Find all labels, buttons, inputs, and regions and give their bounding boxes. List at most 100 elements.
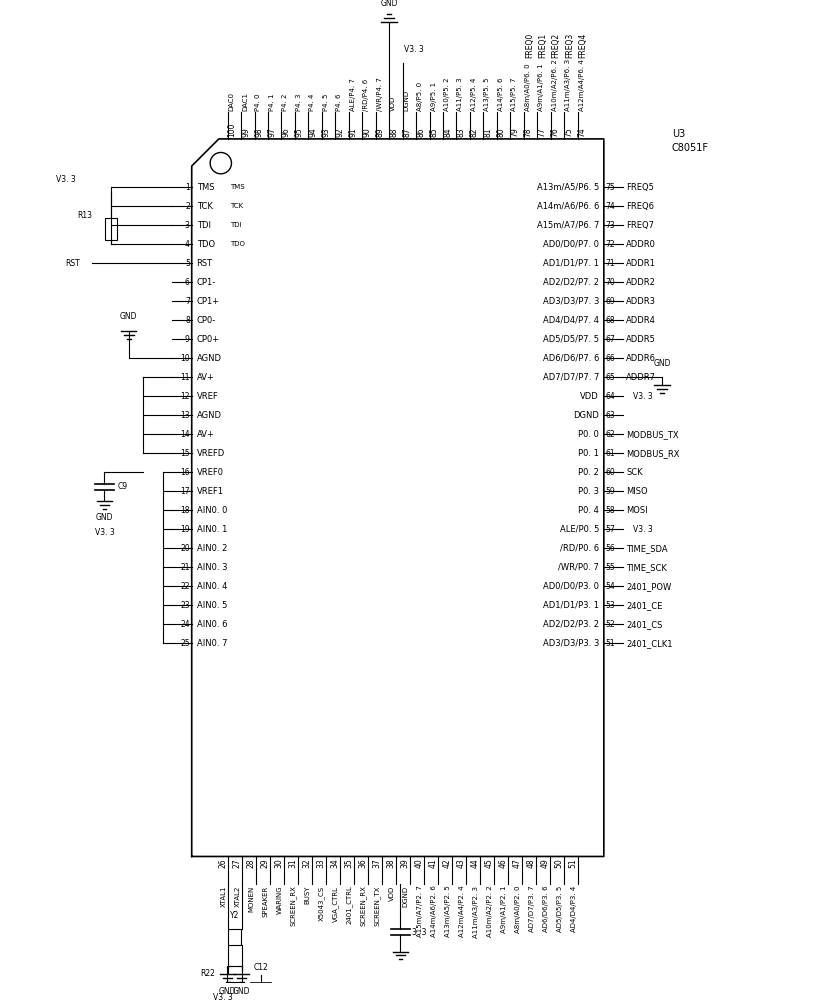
Text: CP1-: CP1- — [197, 278, 215, 287]
Text: P0. 1: P0. 1 — [578, 449, 599, 458]
Text: 97: 97 — [268, 127, 277, 137]
Text: MISO: MISO — [626, 487, 648, 496]
Text: ADDR2: ADDR2 — [626, 278, 656, 287]
Text: 79: 79 — [511, 127, 520, 137]
Text: C9: C9 — [118, 482, 128, 491]
Text: 73: 73 — [606, 221, 615, 230]
Text: 19: 19 — [180, 525, 189, 534]
Text: VDD: VDD — [389, 886, 394, 901]
Text: 91: 91 — [349, 127, 358, 137]
Text: AIN0. 7: AIN0. 7 — [197, 639, 227, 648]
Text: MODBUS_RX: MODBUS_RX — [626, 449, 680, 458]
Text: A14m/A6/P6. 6: A14m/A6/P6. 6 — [537, 202, 599, 211]
Text: GND: GND — [654, 359, 671, 368]
Text: P4. 1: P4. 1 — [269, 93, 275, 111]
Text: 53: 53 — [606, 601, 615, 610]
Text: A9m/A1/P2. 1: A9m/A1/P2. 1 — [501, 886, 506, 933]
Text: AIN0. 3: AIN0. 3 — [197, 563, 227, 572]
Text: 87: 87 — [402, 127, 411, 137]
Text: 77: 77 — [537, 127, 546, 137]
Text: A11/P5. 3: A11/P5. 3 — [458, 77, 463, 111]
Text: /RD/P4. 6: /RD/P4. 6 — [363, 79, 369, 111]
Text: P4. 5: P4. 5 — [323, 93, 328, 111]
Text: A13m/A5/P6. 5: A13m/A5/P6. 5 — [537, 183, 599, 192]
Text: 62: 62 — [606, 430, 615, 439]
Text: 8: 8 — [185, 316, 189, 325]
Text: 2401_CE: 2401_CE — [626, 601, 663, 610]
Text: ALE/P0. 5: ALE/P0. 5 — [559, 525, 599, 534]
Text: AD7/D7/P7. 7: AD7/D7/P7. 7 — [542, 373, 599, 382]
Text: FREQ4: FREQ4 — [579, 33, 588, 58]
Text: XTAL2: XTAL2 — [235, 886, 241, 907]
Text: DGND: DGND — [573, 411, 599, 420]
Text: 1: 1 — [185, 183, 189, 192]
Text: Y2: Y2 — [230, 911, 239, 920]
Text: FREQ0: FREQ0 — [524, 33, 534, 58]
Text: 85: 85 — [429, 127, 438, 137]
Text: AD2/D2/P3. 2: AD2/D2/P3. 2 — [543, 620, 599, 629]
Text: 26: 26 — [219, 858, 228, 868]
Text: 63: 63 — [606, 411, 615, 420]
Text: TIME_SCK: TIME_SCK — [626, 563, 667, 572]
Text: 55: 55 — [606, 563, 615, 572]
Text: GND: GND — [380, 0, 398, 8]
Text: 22: 22 — [180, 582, 189, 591]
Text: 98: 98 — [254, 127, 263, 137]
Text: 47: 47 — [513, 858, 522, 868]
Text: 13: 13 — [180, 411, 189, 420]
Text: 99: 99 — [241, 127, 250, 137]
Text: 83: 83 — [456, 127, 466, 137]
Text: 89: 89 — [376, 127, 385, 137]
Text: 32: 32 — [302, 858, 311, 868]
Text: 52: 52 — [606, 620, 615, 629]
Text: VGA_CTRL: VGA_CTRL — [332, 886, 339, 922]
Text: AD4/D4/P7. 4: AD4/D4/P7. 4 — [543, 316, 599, 325]
Text: 100: 100 — [228, 122, 237, 137]
Text: 37: 37 — [372, 858, 381, 868]
Text: A12m/A4/P2. 4: A12m/A4/P2. 4 — [459, 886, 465, 937]
Text: AIN0. 1: AIN0. 1 — [197, 525, 227, 534]
Text: C12: C12 — [254, 963, 268, 972]
Text: AV+: AV+ — [197, 373, 215, 382]
Text: A12/P5. 4: A12/P5. 4 — [471, 77, 477, 111]
Text: 29: 29 — [261, 858, 270, 868]
Text: DAC0: DAC0 — [228, 92, 235, 111]
Text: 10: 10 — [180, 354, 189, 363]
Text: R13: R13 — [77, 211, 92, 220]
Text: 34: 34 — [331, 858, 340, 868]
Text: P0. 4: P0. 4 — [578, 506, 599, 515]
Text: ADDR0: ADDR0 — [626, 240, 656, 249]
Text: A10m/A2/P2. 2: A10m/A2/P2. 2 — [487, 886, 493, 937]
Text: R22: R22 — [200, 969, 215, 978]
Text: AD2/D2/P7. 2: AD2/D2/P7. 2 — [543, 278, 599, 287]
Text: 61: 61 — [606, 449, 615, 458]
Text: ALE/P4. 7: ALE/P4. 7 — [350, 78, 356, 111]
Text: 35: 35 — [345, 858, 354, 868]
Text: MOSI: MOSI — [626, 506, 648, 515]
Text: X5043_CS: X5043_CS — [318, 886, 324, 921]
Text: 41: 41 — [428, 858, 437, 868]
Text: 2401_POW: 2401_POW — [626, 582, 672, 591]
Text: 57: 57 — [606, 525, 615, 534]
Text: P0. 2: P0. 2 — [578, 468, 599, 477]
Text: AD7/D7/P3. 7: AD7/D7/P3. 7 — [528, 886, 535, 932]
Text: VDD: VDD — [390, 96, 396, 111]
Text: BUSY: BUSY — [305, 886, 311, 904]
Text: 64: 64 — [606, 392, 615, 401]
Text: AIN0. 5: AIN0. 5 — [197, 601, 227, 610]
Text: 28: 28 — [246, 858, 255, 868]
Text: 4: 4 — [185, 240, 189, 249]
Text: 78: 78 — [524, 127, 533, 137]
Text: 74: 74 — [578, 127, 587, 137]
Text: 54: 54 — [606, 582, 615, 591]
Text: FREQ1: FREQ1 — [538, 33, 547, 58]
Text: 90: 90 — [363, 127, 372, 137]
Text: AD5/D5/P3. 5: AD5/D5/P3. 5 — [557, 886, 563, 932]
Text: 65: 65 — [606, 373, 615, 382]
Text: GND: GND — [96, 513, 113, 522]
Text: 17: 17 — [180, 487, 189, 496]
Text: AD5/D5/P7. 5: AD5/D5/P7. 5 — [543, 335, 599, 344]
Text: 2401_CTRL: 2401_CTRL — [346, 886, 353, 924]
Text: AD4/D4/P3. 4: AD4/D4/P3. 4 — [571, 886, 576, 932]
Text: A8m/A0/P6. 0: A8m/A0/P6. 0 — [524, 63, 531, 111]
